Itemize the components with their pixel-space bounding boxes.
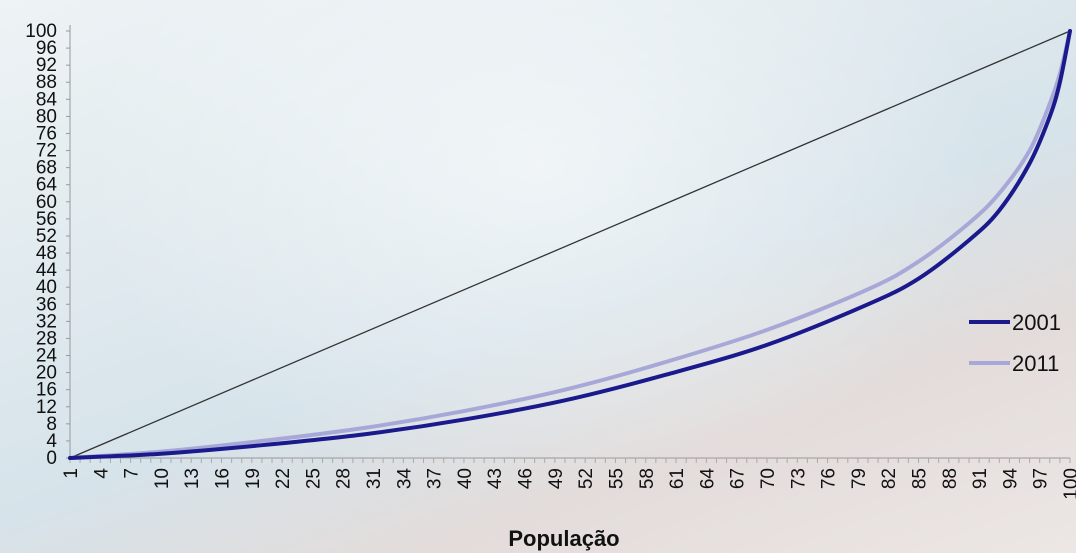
x-tick-label: 82	[879, 468, 900, 489]
x-tick-label: 43	[485, 468, 506, 489]
x-tick-label: 37	[425, 468, 446, 489]
x-tick-label: 61	[667, 468, 688, 489]
y-tick-label: 100	[25, 21, 57, 42]
y-tick-label: 56	[36, 209, 57, 230]
x-tick-label: 22	[273, 468, 294, 489]
x-tick-label: 67	[728, 468, 749, 489]
y-tick-label: 48	[36, 243, 57, 264]
x-tick-label: 34	[394, 468, 415, 490]
y-tick-label: 76	[36, 123, 57, 144]
legend-label-2001: 2001	[1012, 310, 1061, 335]
x-tick-label: 10	[152, 468, 173, 489]
x-tick-label: 40	[455, 468, 476, 489]
y-tick-label: 36	[36, 294, 57, 315]
x-tick-label: 70	[758, 468, 779, 489]
y-tick-label: 4	[46, 431, 57, 452]
x-tick-label: 52	[576, 468, 597, 489]
axes	[69, 25, 1070, 459]
x-axis-ticks: 1 4 7 10 13 16 19 22 25 28 31 34 37 40 43 46 49 52 55 58 61 6…	[61, 458, 1076, 500]
y-tick-label: 64	[36, 175, 58, 196]
x-tick-label: 94	[1000, 468, 1021, 490]
x-tick-label: 91	[970, 468, 991, 489]
y-tick-label: 92	[36, 55, 57, 76]
x-tick-label: 64	[697, 468, 718, 490]
x-tick-label: 97	[1031, 468, 1052, 489]
x-tick-label: 1	[61, 468, 82, 479]
y-tick-label: 88	[36, 72, 57, 93]
x-tick-label: 4	[91, 468, 112, 479]
series-line-2001	[68, 29, 1072, 460]
y-tick-label: 32	[36, 311, 57, 332]
x-tick-label: 7	[122, 468, 143, 479]
y-tick-label: 12	[36, 397, 57, 418]
x-tick-label: 19	[243, 468, 264, 489]
y-tick-label: 0	[46, 448, 57, 469]
x-tick-label: 16	[213, 468, 234, 489]
y-tick-label: 24	[36, 346, 58, 367]
y-tick-label: 60	[36, 192, 57, 213]
y-tick-label: 44	[36, 260, 58, 281]
x-tick-label: 25	[303, 468, 324, 489]
series-line-2011	[68, 29, 1072, 460]
y-tick-label: 68	[36, 158, 57, 179]
legend-label-2011: 2011	[1012, 351, 1059, 376]
y-tick-label: 8	[46, 414, 57, 435]
x-tick-label: 28	[334, 468, 355, 489]
x-tick-label: 100	[1061, 468, 1076, 500]
x-tick-label: 13	[182, 468, 203, 489]
y-tick-label: 16	[36, 380, 57, 401]
y-tick-label: 28	[36, 328, 57, 349]
x-axis-title: População	[508, 526, 619, 551]
x-tick-label: 55	[606, 468, 627, 489]
y-tick-label: 96	[36, 38, 57, 59]
plot-lines	[68, 29, 1072, 460]
legend: 2001 2011	[969, 310, 1061, 376]
x-tick-label: 46	[516, 468, 537, 489]
y-tick-label: 80	[36, 106, 57, 127]
x-tick-label: 85	[909, 468, 930, 489]
x-tick-label: 76	[819, 468, 840, 489]
x-tick-label: 79	[849, 468, 870, 489]
x-tick-label: 88	[940, 468, 961, 489]
equality-line	[69, 30, 1071, 459]
y-tick-label: 52	[36, 226, 57, 247]
y-tick-label: 40	[36, 277, 57, 298]
x-tick-label: 58	[637, 468, 658, 489]
x-tick-label: 31	[364, 468, 385, 489]
y-tick-label: 20	[36, 363, 57, 384]
y-tick-label: 72	[36, 141, 57, 162]
x-tick-label: 49	[546, 468, 567, 489]
y-tick-label: 84	[36, 89, 58, 110]
y-axis-ticks: 0481216202428323640444852566064687276808…	[25, 21, 70, 469]
x-tick-label: 73	[788, 468, 809, 489]
